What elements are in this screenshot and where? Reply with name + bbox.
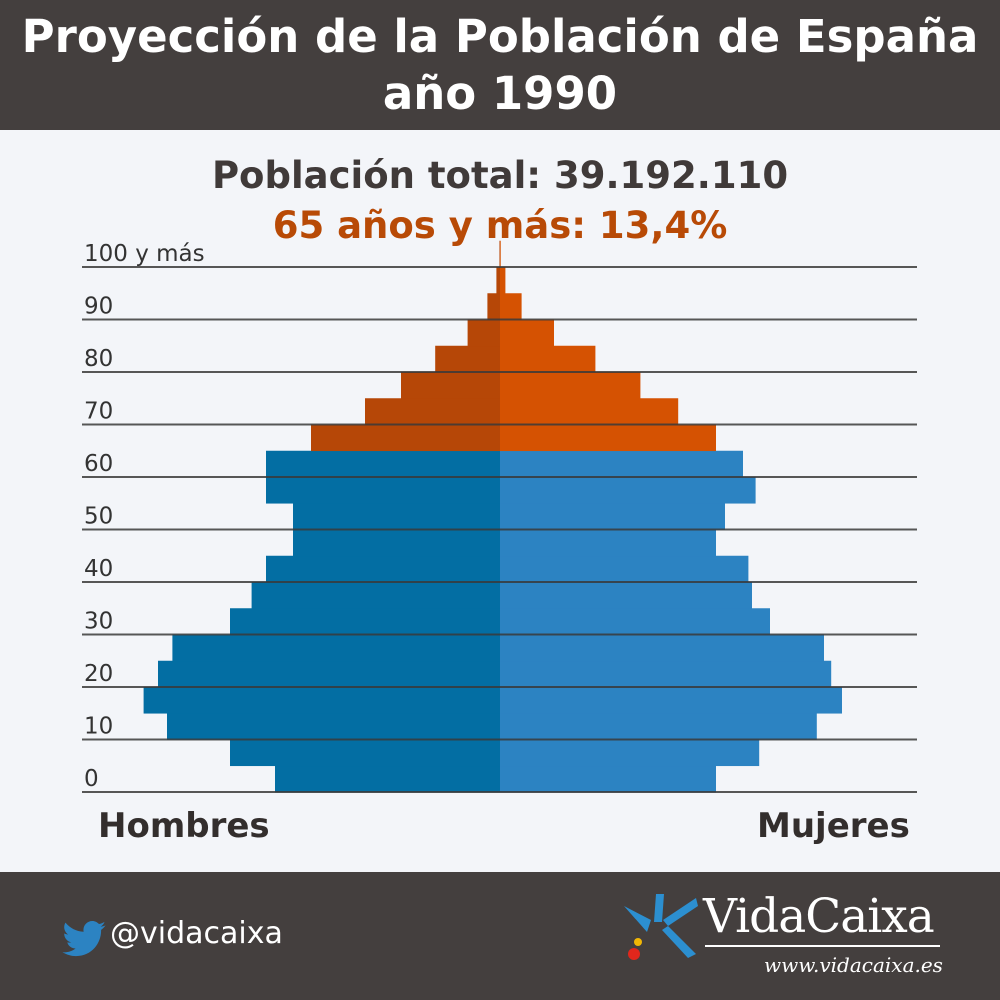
bar-mujeres-45-49 — [500, 529, 716, 557]
y-tick-label: 40 — [84, 556, 113, 582]
bar-mujeres-10-14 — [500, 713, 817, 740]
bar-mujeres-100 y más — [500, 240, 501, 268]
bar-hombres-40-44 — [266, 555, 500, 583]
bar-mujeres-85-89 — [500, 319, 554, 347]
brand-url[interactable]: www.vidacaixa.es — [764, 953, 943, 977]
bar-mujeres-25-29 — [500, 634, 824, 662]
y-tick-label: 80 — [84, 346, 113, 372]
header-bar: Proyección de la Población de España año… — [0, 0, 1000, 130]
y-tick-label: 90 — [84, 294, 113, 320]
brand-logo-text[interactable]: VidaCaixa — [703, 889, 935, 944]
bar-hombres-65-69 — [311, 424, 500, 452]
footer-bar — [0, 872, 1000, 1000]
bar-hombres-15-19 — [143, 687, 500, 714]
bar-hombres-20-24 — [158, 660, 500, 688]
page-subtitle-year: año 1990 — [382, 67, 618, 120]
bar-mujeres-40-44 — [500, 555, 749, 583]
bar-hombres-75-79 — [401, 372, 500, 399]
y-tick-label: 0 — [84, 766, 99, 792]
total-population: Población total: 39.192.110 — [211, 154, 789, 197]
twitter-bird-icon[interactable] — [62, 921, 106, 957]
y-tick-label: 60 — [84, 451, 113, 477]
bar-mujeres-65-69 — [500, 424, 716, 452]
bar-mujeres-30-34 — [500, 608, 770, 635]
y-tick-label: 30 — [84, 609, 113, 635]
men-label: Hombres — [98, 806, 270, 846]
bar-hombres-25-29 — [172, 634, 500, 662]
bar-mujeres-90-94 — [500, 293, 522, 320]
bar-hombres-95-99 — [496, 267, 500, 294]
y-tick-label: 10 — [84, 714, 113, 740]
bar-hombres-5-9 — [230, 739, 500, 767]
bar-mujeres-75-79 — [500, 372, 641, 399]
bar-mujeres-50-54 — [500, 503, 725, 530]
y-tick-label: 50 — [84, 504, 113, 530]
bar-hombres-55-59 — [266, 477, 500, 504]
caixa-star-icon — [624, 894, 698, 960]
bar-mujeres-60-64 — [500, 450, 743, 478]
bar-hombres-50-54 — [293, 503, 500, 530]
y-tick-label: 20 — [84, 661, 113, 687]
bar-mujeres-20-24 — [500, 660, 832, 688]
page-title: Proyección de la Población de España — [21, 10, 979, 63]
bar-mujeres-55-59 — [500, 477, 756, 504]
over-65-share: 65 años y más: 13,4% — [272, 204, 728, 247]
bar-hombres-35-39 — [251, 582, 500, 609]
bar-mujeres-95-99 — [500, 267, 506, 294]
bar-hombres-0-4 — [275, 765, 500, 793]
twitter-handle[interactable]: @vidacaixa — [110, 916, 283, 951]
bar-hombres-90-94 — [487, 293, 500, 320]
bar-hombres-60-64 — [266, 450, 500, 478]
women-label: Mujeres — [757, 806, 910, 846]
bar-hombres-85-89 — [467, 319, 500, 347]
y-tick-label: 100 y más — [84, 241, 205, 267]
bar-mujeres-35-39 — [500, 582, 752, 609]
bar-mujeres-5-9 — [500, 739, 760, 767]
bar-mujeres-80-84 — [500, 345, 596, 373]
bar-mujeres-15-19 — [500, 687, 842, 714]
bar-hombres-80-84 — [435, 345, 500, 373]
bar-mujeres-70-74 — [500, 398, 679, 425]
y-tick-label: 70 — [84, 399, 113, 425]
bar-hombres-30-34 — [230, 608, 500, 635]
brand-underline — [705, 945, 940, 947]
bar-hombres-45-49 — [293, 529, 500, 557]
bar-hombres-100 y más — [499, 240, 500, 268]
bar-hombres-70-74 — [365, 398, 500, 425]
bar-hombres-10-14 — [167, 713, 500, 740]
bar-mujeres-0-4 — [500, 765, 716, 793]
